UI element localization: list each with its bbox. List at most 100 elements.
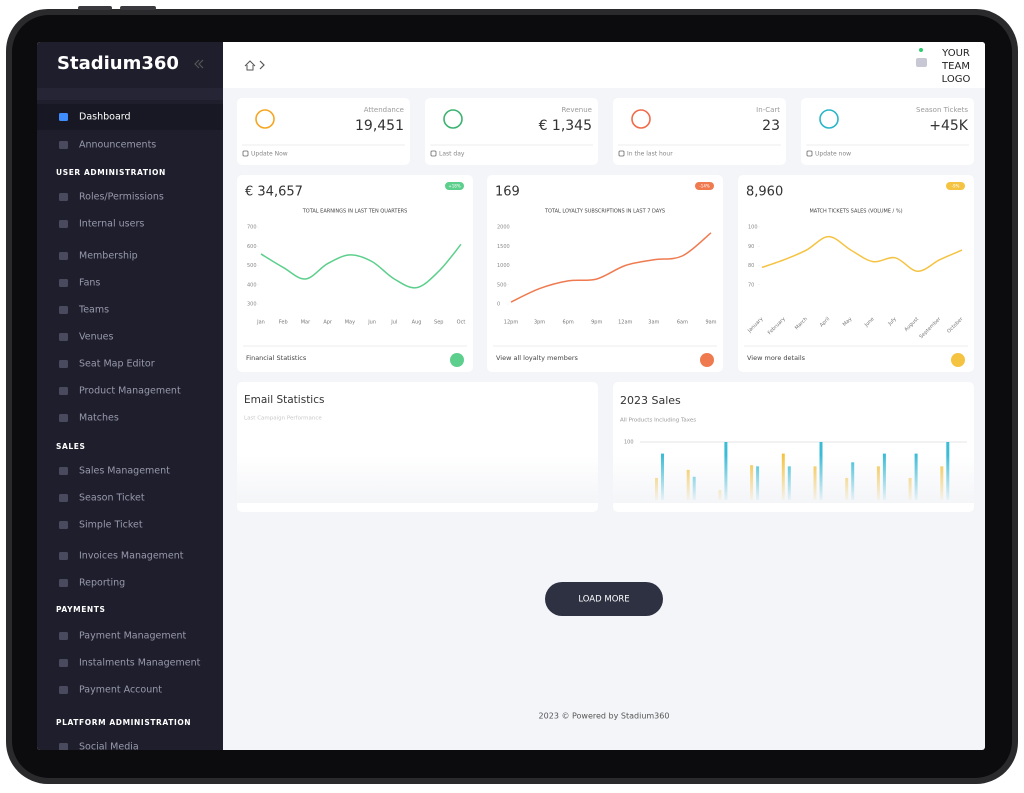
chart-card-footer: View all loyalty members <box>496 354 578 362</box>
menu-item[interactable]: Payment Management <box>79 631 186 642</box>
chart-card-footer: Financial Statistics <box>246 354 307 362</box>
menu-icon[interactable] <box>59 467 68 475</box>
menu-icon[interactable] <box>59 521 68 529</box>
email-subtitle: Last Campaign Performance <box>244 416 322 422</box>
menu-icon[interactable] <box>59 141 68 149</box>
chart-card-value: 169 <box>495 185 520 200</box>
collapse-icon[interactable] <box>194 59 200 69</box>
logo: Stadium360 <box>57 53 179 74</box>
menu-item[interactable]: Seat Map Editor <box>79 359 155 370</box>
menu-item[interactable]: Instalments Management <box>79 658 201 669</box>
sidebar-heading: PLATFORM ADMINISTRATION <box>56 718 191 727</box>
badge <box>445 182 464 190</box>
menu-item[interactable]: Matches <box>79 413 119 424</box>
chat-icon[interactable] <box>916 58 927 67</box>
y-tick-label: 100 <box>748 225 758 231</box>
hw-button <box>78 6 112 10</box>
x-tick-label: 12am <box>618 320 632 326</box>
menu-icon[interactable] <box>59 387 68 395</box>
menu-icon[interactable] <box>59 414 68 422</box>
menu-icon[interactable] <box>59 333 68 341</box>
menu-icon[interactable] <box>59 659 68 667</box>
menu-icon[interactable] <box>59 279 68 287</box>
team-logo-text: YOUR <box>941 48 970 59</box>
stat-icon <box>443 109 463 129</box>
menu-icon[interactable] <box>59 113 68 121</box>
sidebar-heading: PAYMENTS <box>56 605 106 614</box>
stat-value: +45K <box>929 118 969 134</box>
menu-item[interactable]: Dashboard <box>79 112 131 123</box>
menu-item[interactable]: Fans <box>79 278 100 289</box>
menu-item[interactable]: Internal users <box>79 219 144 230</box>
card-action[interactable] <box>951 353 965 367</box>
menu-icon[interactable] <box>59 632 68 640</box>
menu-icon[interactable] <box>59 360 68 368</box>
menu-item[interactable]: Roles/Permissions <box>79 192 164 203</box>
x-tick-label: Apr <box>323 320 333 326</box>
menu-icon[interactable] <box>59 552 68 560</box>
menu-icon[interactable] <box>59 220 68 228</box>
y-tick-label: 700 <box>247 225 257 231</box>
chart-title: MATCH TICKETS SALES (VOLUME / %) <box>809 209 902 215</box>
y-tick-label: 90 <box>748 244 754 250</box>
menu-item[interactable]: Sales Management <box>79 466 170 477</box>
collapse-icon[interactable] <box>198 59 204 69</box>
footer-icon <box>806 150 813 157</box>
card-action[interactable] <box>450 353 464 367</box>
stat-footer: Update now <box>815 151 851 158</box>
menu-icon[interactable] <box>59 252 68 260</box>
menu-item[interactable]: Invoices Management <box>79 551 184 562</box>
x-tick-label: Sep <box>434 320 443 326</box>
menu-item[interactable]: Teams <box>78 305 109 316</box>
chart-subtitle: All Products Including Taxes <box>620 418 696 424</box>
badge <box>695 182 714 190</box>
menu-item[interactable]: Membership <box>79 251 138 262</box>
line-series <box>510 232 712 303</box>
chart-card <box>487 175 723 372</box>
menu-icon[interactable] <box>59 494 68 502</box>
menu-icon[interactable] <box>59 306 68 314</box>
stat-label: Attendance <box>364 106 404 114</box>
menu-item[interactable]: Season Ticket <box>79 493 145 504</box>
menu-item[interactable]: Payment Account <box>79 685 162 696</box>
menu-item[interactable]: Announcements <box>79 140 156 151</box>
menu-item[interactable]: Social Media <box>79 742 139 753</box>
stat-card <box>801 98 974 165</box>
y-tick-label: 300 <box>247 302 257 308</box>
menu-icon[interactable] <box>59 193 68 201</box>
screen: Stadium360 Dashboard Announcements USER AD… <box>37 42 985 753</box>
x-tick-label: 3am <box>648 320 659 326</box>
menu-item[interactable]: Product Management <box>79 386 181 397</box>
badge-text: -14% <box>699 184 710 189</box>
stat-value: € 1,345 <box>539 118 592 134</box>
chart-title: 2023 Sales <box>620 394 681 407</box>
y-tick-label: 2000 <box>497 225 510 231</box>
menu-item[interactable]: Venues <box>79 332 113 343</box>
menu-icon[interactable] <box>59 743 68 751</box>
x-tick-label: Oct <box>457 320 466 326</box>
load-more-button[interactable] <box>545 582 663 616</box>
menu-item[interactable]: Simple Ticket <box>79 520 143 531</box>
stat-value: 19,451 <box>355 118 404 134</box>
stat-card <box>425 98 598 165</box>
menu-icon[interactable] <box>59 579 68 587</box>
load-more-label[interactable]: LOAD MORE <box>578 595 629 605</box>
chart-title: TOTAL LOYALTY SUBSCRIPTIONS IN LAST 7 DA… <box>544 209 665 215</box>
stat-label: Season Tickets <box>916 106 968 114</box>
stat-footer: Last day <box>439 151 465 158</box>
home-icon[interactable] <box>244 60 256 71</box>
menu-icon[interactable] <box>59 686 68 694</box>
badge-text: -9% <box>952 184 960 189</box>
footer-icon <box>242 150 249 157</box>
chart-card-value: € 34,657 <box>245 185 303 200</box>
chart-card <box>738 175 974 372</box>
x-tick-label: 3pm <box>534 320 545 326</box>
chart-title: TOTAL EARNINGS IN LAST TEN QUARTERS <box>302 209 408 215</box>
x-tick-label: July <box>886 316 897 327</box>
card-action[interactable] <box>700 353 714 367</box>
chart-card-value: 8,960 <box>746 185 783 200</box>
menu-item[interactable]: Reporting <box>79 578 125 589</box>
chart-card <box>237 175 473 372</box>
